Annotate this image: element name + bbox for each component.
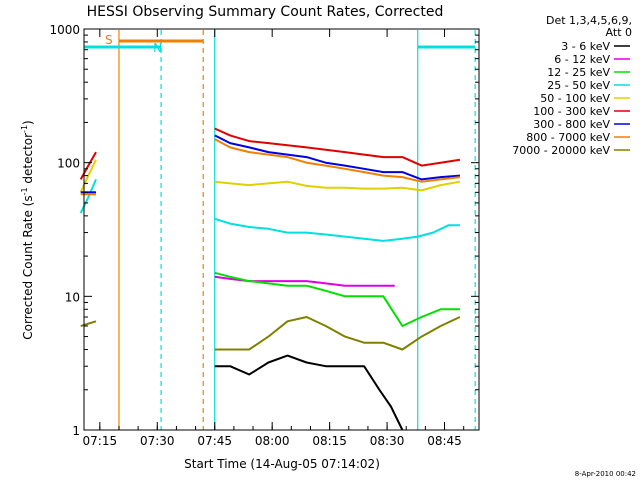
series-line-5-1 [214, 127, 461, 167]
timestamp-stamp: 8-Apr-2010 00:42 [575, 470, 636, 478]
chart-marks: SN [79, 30, 476, 431]
y-axis-label-main: Corrected Count Rate (s [21, 195, 35, 339]
legend-label-6: 300 - 800 keV [533, 118, 610, 131]
series-line-8-0 [80, 320, 97, 327]
x-axis-label: Start Time (14-Aug-05 07:14:02) [184, 457, 380, 471]
x-tick-label: 07:15 [83, 434, 118, 448]
series-line-0-1 [214, 354, 404, 431]
legend-label-4: 50 - 100 keV [540, 92, 610, 105]
y-tick-label: 1000 [49, 23, 80, 37]
legend-label-7: 800 - 7000 keV [526, 131, 610, 144]
y-axis-label-end: ) [21, 120, 35, 125]
x-tick-label: 08:00 [255, 434, 290, 448]
y-tick-label: 10 [65, 290, 80, 304]
series-line-4-0 [79, 159, 97, 193]
y-axis-label: Corrected Count Rate (s-1 detector-1) [20, 120, 35, 339]
legend-label-3: 25 - 50 keV [547, 79, 610, 92]
x-tick-label: 08:30 [370, 434, 405, 448]
y-tick-label: 1 [72, 424, 80, 438]
x-tick-label: 07:30 [140, 434, 175, 448]
night-label: N [153, 41, 162, 55]
y-axis: 1 10 100 1000 [49, 23, 479, 438]
series-line-1-1 [214, 275, 395, 287]
chart-title: HESSI Observing Summary Count Rates, Cor… [87, 4, 444, 20]
legend-header-2: Att 0 [606, 26, 632, 39]
legend-label-2: 12 - 25 keV [547, 66, 610, 79]
plot-frame [83, 28, 480, 431]
series-line-5-0 [79, 151, 97, 180]
legend-label-1: 6 - 12 keV [554, 53, 610, 66]
series-line-8-1 [214, 316, 461, 351]
y-axis-label-sup1: -1 [20, 187, 29, 195]
x-tick-label: 08:15 [312, 434, 347, 448]
y-tick-label: 100 [57, 157, 80, 171]
series-line-7-1 [214, 138, 461, 183]
series-line-3-1 [214, 217, 460, 242]
y-axis-label-sup2: -1 [20, 125, 29, 133]
series-line-2-1 [214, 271, 460, 327]
legend-label-8: 7000 - 20000 keV [512, 144, 610, 157]
series-line-3-0 [79, 179, 97, 214]
x-tick-label: 07:45 [197, 434, 232, 448]
legend-label-0: 3 - 6 keV [561, 40, 610, 53]
x-axis: 07:15 07:30 07:45 08:00 08:15 08:30 08:45 [83, 29, 465, 448]
legend-label-5: 100 - 300 keV [533, 105, 610, 118]
series-line-4-1 [214, 180, 461, 192]
y-axis-label-mid: detector [21, 133, 35, 188]
x-tick-label: 08:45 [427, 434, 462, 448]
legend-header: Det 1,3,4,5,6,9, [546, 14, 632, 27]
series-line-6-1 [214, 134, 460, 181]
saa-label: S [105, 33, 113, 47]
